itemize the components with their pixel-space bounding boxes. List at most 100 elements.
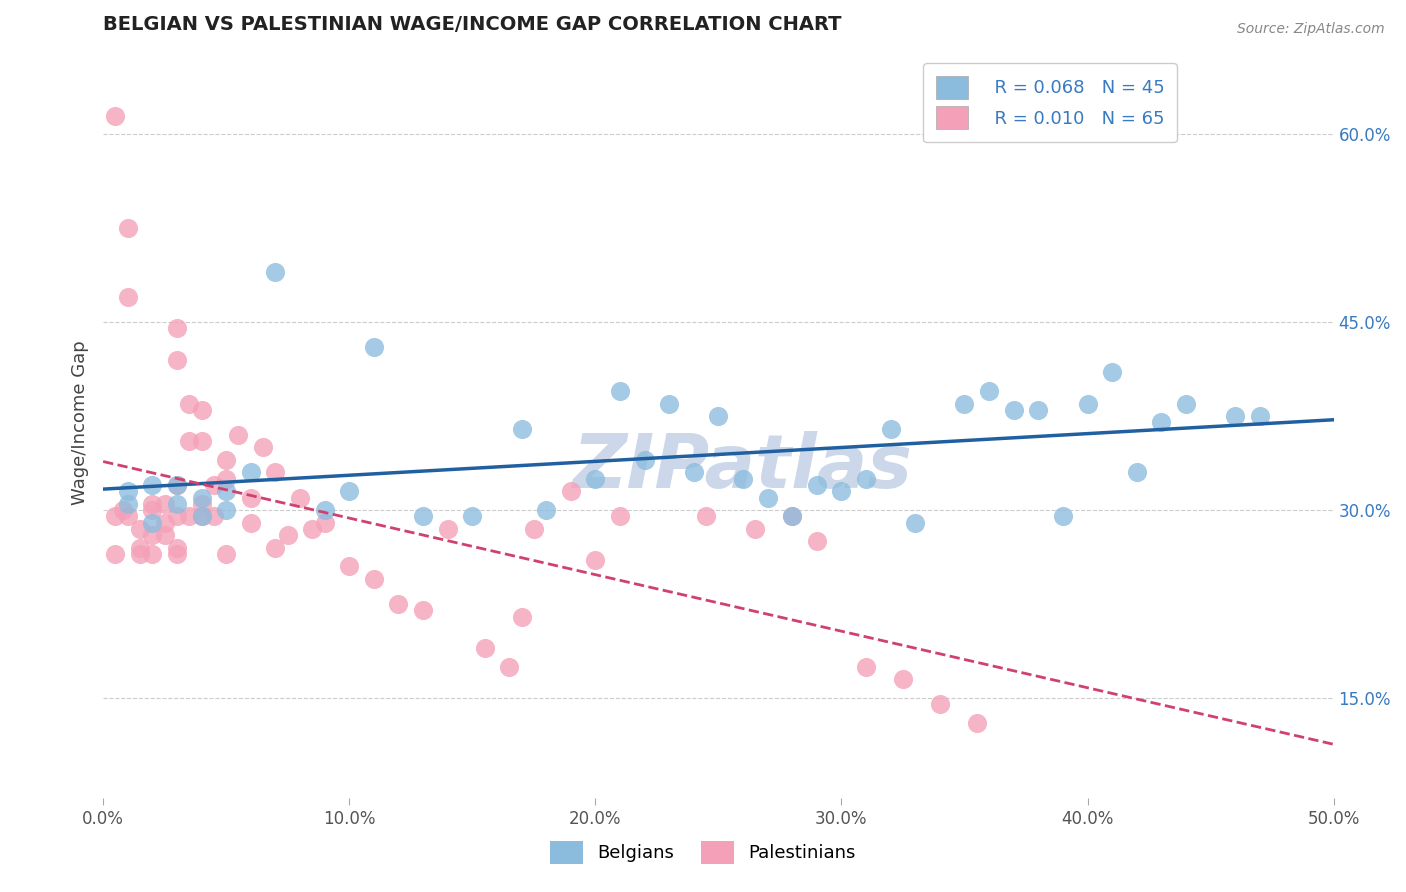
Point bbox=[264, 265, 287, 279]
Point bbox=[190, 434, 212, 449]
Point bbox=[288, 491, 311, 505]
Point bbox=[337, 559, 360, 574]
Point bbox=[166, 478, 188, 492]
Point bbox=[239, 516, 262, 530]
Point bbox=[928, 697, 950, 711]
Point bbox=[695, 509, 717, 524]
Point bbox=[314, 503, 336, 517]
Point bbox=[166, 509, 188, 524]
Point bbox=[141, 516, 163, 530]
Point bbox=[658, 396, 681, 410]
Point bbox=[1026, 403, 1049, 417]
Point bbox=[166, 497, 188, 511]
Point bbox=[215, 453, 238, 467]
Point bbox=[904, 516, 927, 530]
Point bbox=[510, 422, 533, 436]
Point bbox=[609, 509, 631, 524]
Point bbox=[264, 466, 287, 480]
Legend: Belgians, Palestinians: Belgians, Palestinians bbox=[536, 826, 870, 879]
Point bbox=[117, 484, 139, 499]
Point bbox=[215, 484, 238, 499]
Point bbox=[953, 396, 976, 410]
Point bbox=[166, 352, 188, 367]
Point bbox=[560, 484, 582, 499]
Point bbox=[1150, 416, 1173, 430]
Point bbox=[891, 672, 914, 686]
Point bbox=[190, 509, 212, 524]
Point bbox=[1002, 403, 1025, 417]
Point bbox=[215, 472, 238, 486]
Point bbox=[153, 516, 176, 530]
Text: Source: ZipAtlas.com: Source: ZipAtlas.com bbox=[1237, 22, 1385, 37]
Point bbox=[301, 522, 323, 536]
Point bbox=[806, 478, 828, 492]
Point bbox=[215, 547, 238, 561]
Point bbox=[780, 509, 803, 524]
Point bbox=[806, 534, 828, 549]
Point bbox=[1126, 466, 1149, 480]
Point bbox=[966, 716, 988, 731]
Point bbox=[141, 547, 163, 561]
Point bbox=[583, 553, 606, 567]
Point bbox=[855, 659, 877, 673]
Point bbox=[252, 441, 274, 455]
Point bbox=[830, 484, 852, 499]
Point bbox=[104, 109, 127, 123]
Text: BELGIAN VS PALESTINIAN WAGE/INCOME GAP CORRELATION CHART: BELGIAN VS PALESTINIAN WAGE/INCOME GAP C… bbox=[103, 15, 842, 34]
Point bbox=[215, 503, 238, 517]
Point bbox=[141, 528, 163, 542]
Point bbox=[264, 541, 287, 555]
Point bbox=[117, 290, 139, 304]
Point bbox=[1101, 365, 1123, 379]
Point bbox=[498, 659, 520, 673]
Point bbox=[190, 509, 212, 524]
Point bbox=[337, 484, 360, 499]
Point bbox=[707, 409, 730, 424]
Point bbox=[179, 396, 201, 410]
Point bbox=[141, 503, 163, 517]
Legend:   R = 0.068   N = 45,   R = 0.010   N = 65: R = 0.068 N = 45, R = 0.010 N = 65 bbox=[922, 63, 1177, 142]
Point bbox=[117, 221, 139, 235]
Point bbox=[190, 497, 212, 511]
Point bbox=[744, 522, 766, 536]
Point bbox=[682, 466, 704, 480]
Point bbox=[117, 497, 139, 511]
Point bbox=[1052, 509, 1074, 524]
Point bbox=[166, 321, 188, 335]
Point bbox=[1249, 409, 1271, 424]
Point bbox=[609, 384, 631, 398]
Point bbox=[363, 572, 385, 586]
Point bbox=[1076, 396, 1098, 410]
Point bbox=[239, 466, 262, 480]
Point bbox=[239, 491, 262, 505]
Point bbox=[277, 528, 299, 542]
Point bbox=[314, 516, 336, 530]
Point bbox=[111, 503, 134, 517]
Point bbox=[780, 509, 803, 524]
Point bbox=[523, 522, 546, 536]
Point bbox=[510, 609, 533, 624]
Point bbox=[363, 340, 385, 354]
Point bbox=[633, 453, 655, 467]
Point bbox=[461, 509, 484, 524]
Point bbox=[534, 503, 557, 517]
Point bbox=[166, 478, 188, 492]
Point bbox=[202, 478, 225, 492]
Point bbox=[731, 472, 754, 486]
Point bbox=[166, 547, 188, 561]
Point bbox=[104, 509, 127, 524]
Point bbox=[166, 541, 188, 555]
Point bbox=[129, 541, 152, 555]
Point bbox=[179, 509, 201, 524]
Point bbox=[190, 491, 212, 505]
Point bbox=[855, 472, 877, 486]
Point bbox=[436, 522, 458, 536]
Point bbox=[1225, 409, 1247, 424]
Y-axis label: Wage/Income Gap: Wage/Income Gap bbox=[72, 340, 89, 505]
Point bbox=[179, 434, 201, 449]
Point bbox=[1175, 396, 1198, 410]
Point bbox=[141, 497, 163, 511]
Point bbox=[153, 528, 176, 542]
Point bbox=[190, 403, 212, 417]
Point bbox=[583, 472, 606, 486]
